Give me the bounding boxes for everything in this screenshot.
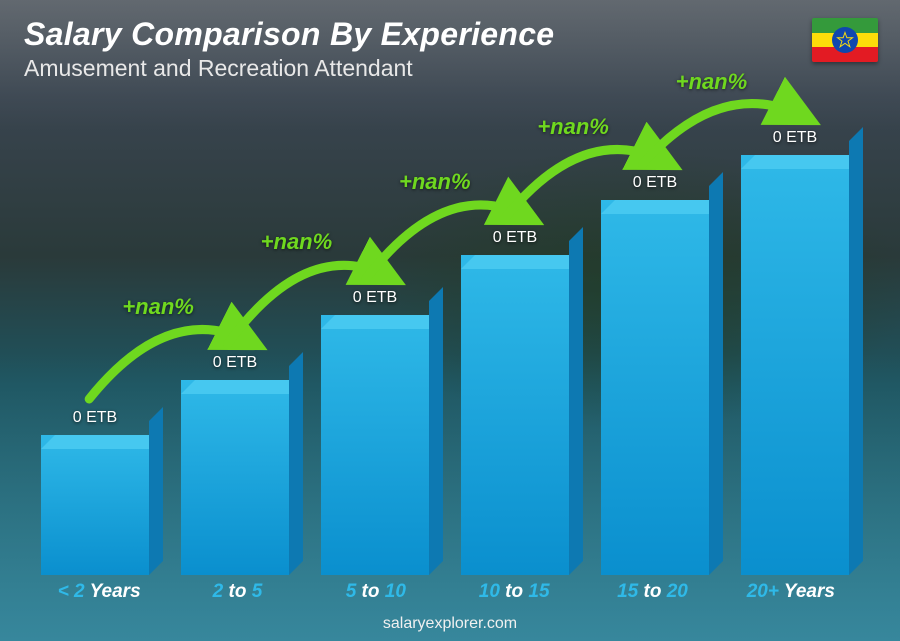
bar-side-face (429, 287, 443, 575)
bar-front-face (321, 315, 429, 575)
x-axis-label: 10 to 15 (445, 581, 583, 603)
bar-top-face (181, 380, 303, 394)
bar-top-face (741, 155, 863, 169)
country-flag-ethiopia (812, 18, 878, 62)
chart-title: Salary Comparison By Experience (24, 16, 876, 53)
bar-side-face (709, 172, 723, 575)
bar (321, 315, 429, 575)
bar (181, 380, 289, 575)
bar-front-face (461, 255, 569, 575)
bar-group: 0 ETB (170, 354, 300, 575)
x-axis-label: < 2 Years (30, 581, 168, 603)
bar-value-label: 0 ETB (493, 229, 537, 247)
bar-front-face (41, 435, 149, 575)
x-axis-label: 15 to 20 (583, 581, 721, 603)
flag-emblem (832, 27, 858, 53)
bar-side-face (849, 127, 863, 575)
bar-front-face (181, 380, 289, 575)
bar-chart: 0 ETB 0 ETB 0 ETB 0 ETB 0 ETB 0 ETB (30, 115, 860, 575)
bar-top-face (41, 435, 163, 449)
bar-value-label: 0 ETB (353, 289, 397, 307)
bar-top-face (321, 315, 443, 329)
star-icon (836, 31, 854, 49)
bar-group: 0 ETB (450, 229, 580, 575)
bar-side-face (149, 407, 163, 575)
bar-value-label: 0 ETB (73, 409, 117, 427)
x-axis-label: 5 to 10 (307, 581, 445, 603)
bar (601, 200, 709, 575)
bar-top-face (461, 255, 583, 269)
bar (41, 435, 149, 575)
bar-side-face (289, 352, 303, 575)
x-axis-label: 2 to 5 (168, 581, 306, 603)
bar-front-face (601, 200, 709, 575)
attribution-text: salaryexplorer.com (0, 615, 900, 633)
bar-value-label: 0 ETB (773, 129, 817, 147)
chart-header: Salary Comparison By Experience Amusemen… (24, 16, 876, 82)
bar-group: 0 ETB (590, 174, 720, 575)
bar-group: 0 ETB (310, 289, 440, 575)
bar-value-label: 0 ETB (213, 354, 257, 372)
bar (461, 255, 569, 575)
bar-front-face (741, 155, 849, 575)
x-axis-label: 20+ Years (722, 581, 860, 603)
bar-group: 0 ETB (730, 129, 860, 575)
bar-value-label: 0 ETB (633, 174, 677, 192)
bar-group: 0 ETB (30, 409, 160, 575)
bar (741, 155, 849, 575)
chart-subtitle: Amusement and Recreation Attendant (24, 55, 876, 82)
bar-top-face (601, 200, 723, 214)
bar-side-face (569, 227, 583, 575)
x-axis-labels: < 2 Years2 to 55 to 1010 to 1515 to 2020… (30, 581, 860, 603)
